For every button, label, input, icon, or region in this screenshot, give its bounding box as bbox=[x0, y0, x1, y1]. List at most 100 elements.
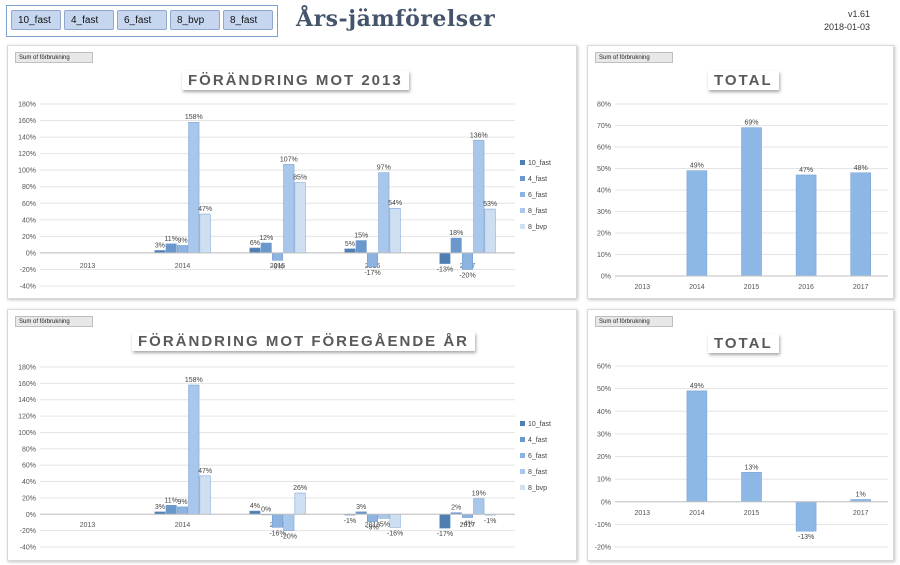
legend-swatch bbox=[520, 469, 525, 474]
bar bbox=[367, 514, 378, 522]
y-tick-label: 140% bbox=[18, 135, 36, 142]
data-label: 1% bbox=[856, 491, 866, 498]
y-tick-label: -20% bbox=[20, 267, 36, 274]
bar bbox=[850, 172, 871, 277]
bar bbox=[389, 207, 401, 254]
x-tick-label: 2013 bbox=[635, 284, 651, 291]
bar bbox=[686, 170, 708, 277]
y-tick-label: -10% bbox=[595, 522, 611, 529]
bar bbox=[344, 248, 356, 254]
y-tick-label: 30% bbox=[597, 209, 611, 216]
y-tick-label: 80% bbox=[22, 446, 36, 453]
data-label: 19% bbox=[472, 491, 486, 498]
y-tick-label: 160% bbox=[18, 381, 36, 388]
bar bbox=[439, 252, 451, 264]
x-tick-label: 2014 bbox=[689, 284, 705, 291]
slicer-item-4-fast[interactable]: 4_fast bbox=[64, 10, 114, 30]
legend-label: 10_fast bbox=[528, 160, 551, 167]
y-tick-label: 100% bbox=[18, 168, 36, 175]
chart-title: TOTAL bbox=[708, 334, 779, 353]
bar bbox=[177, 245, 188, 254]
legend-label: 8_fast bbox=[528, 469, 547, 476]
bar bbox=[188, 121, 200, 254]
field-button[interactable]: Sum of förbrukning bbox=[595, 52, 673, 63]
field-button[interactable]: Sum of förbrukning bbox=[15, 316, 93, 327]
slicer-item-8-bvp[interactable]: 8_bvp bbox=[170, 10, 220, 30]
field-button[interactable]: Sum of förbrukning bbox=[15, 52, 93, 63]
bar bbox=[283, 514, 295, 531]
data-label: 107% bbox=[280, 156, 298, 163]
bar bbox=[165, 505, 177, 515]
bar bbox=[177, 506, 188, 515]
data-label: 158% bbox=[185, 114, 203, 121]
data-label: -17% bbox=[364, 270, 380, 277]
y-tick-label: 0% bbox=[601, 499, 611, 506]
data-label: -9% bbox=[366, 525, 378, 532]
slicer-item-8-fast[interactable]: 8_fast bbox=[223, 10, 273, 30]
legend-label: 8_fast bbox=[528, 208, 547, 215]
y-tick-label: 100% bbox=[18, 430, 36, 437]
data-label: -4% bbox=[461, 521, 473, 528]
y-tick-label: 120% bbox=[18, 151, 36, 158]
y-tick-label: 0% bbox=[601, 274, 611, 281]
y-tick-label: -40% bbox=[20, 545, 36, 552]
bar bbox=[165, 243, 177, 254]
legend-label: 4_fast bbox=[528, 437, 547, 444]
y-tick-label: 180% bbox=[18, 365, 36, 372]
y-tick-label: 30% bbox=[597, 431, 611, 438]
bar bbox=[473, 140, 485, 254]
x-tick-label: 2013 bbox=[80, 263, 96, 270]
bar-chart-change-vs-previous: -40% -20% 0% 20% 40% 60% 80% 100% 120% 140% 160% 18… bbox=[18, 365, 551, 552]
y-tick-label: -40% bbox=[20, 284, 36, 291]
y-tick-label: 40% bbox=[597, 409, 611, 416]
legend-swatch bbox=[520, 176, 525, 181]
y-tick-label: 60% bbox=[597, 364, 611, 371]
bar bbox=[249, 247, 261, 254]
y-tick-label: -20% bbox=[595, 545, 611, 552]
bar bbox=[741, 472, 762, 502]
x-tick-label: 2014 bbox=[689, 510, 705, 517]
legend-swatch bbox=[520, 453, 525, 458]
slicer-item-10-fast[interactable]: 10_fast bbox=[11, 10, 61, 30]
y-tick-label: 140% bbox=[18, 397, 36, 404]
data-label: 18% bbox=[449, 230, 463, 237]
legend-swatch bbox=[520, 224, 525, 229]
y-tick-label: -20% bbox=[20, 528, 36, 535]
field-button[interactable]: Sum of förbrukning bbox=[595, 316, 673, 327]
data-label: 11% bbox=[164, 236, 178, 243]
slicer-item-6-fast[interactable]: 6_fast bbox=[117, 10, 167, 30]
data-label: -20% bbox=[459, 272, 475, 279]
x-tick-label: 2015 bbox=[744, 510, 760, 517]
version-info: v1.61 2018-01-03 bbox=[824, 8, 870, 34]
data-label: -20% bbox=[281, 534, 297, 541]
legend-label: 4_fast bbox=[528, 176, 547, 183]
bar bbox=[473, 498, 485, 515]
data-label: 54% bbox=[388, 200, 402, 207]
data-label: 85% bbox=[293, 175, 307, 182]
chart-title: FÖRÄNDRING MOT FÖREGÅENDE ÅR bbox=[132, 332, 475, 351]
chart-title: FÖRÄNDRING MOT 2013 bbox=[182, 71, 409, 90]
data-label: -16% bbox=[387, 530, 403, 537]
y-tick-label: 20% bbox=[597, 454, 611, 461]
y-tick-label: 60% bbox=[22, 201, 36, 208]
bar bbox=[795, 174, 817, 277]
legend-label: 8_bvp bbox=[528, 224, 547, 231]
version-label: v1.61 bbox=[847, 9, 870, 19]
bar bbox=[795, 501, 817, 532]
data-label: 47% bbox=[198, 468, 212, 475]
legend-label: 10_fast bbox=[528, 421, 551, 428]
bar bbox=[294, 182, 306, 254]
data-label: 9% bbox=[177, 237, 187, 244]
y-tick-label: 0% bbox=[26, 512, 36, 519]
data-label: -1% bbox=[344, 518, 356, 525]
data-label: 13% bbox=[744, 464, 758, 471]
bar-chart-change-vs-2013: -40% -20% 0% 20% 40% 60% 80% 100% 120% 140% 160% 18… bbox=[18, 102, 551, 291]
chart-title: TOTAL bbox=[708, 71, 779, 90]
bar bbox=[439, 514, 451, 529]
bar bbox=[367, 252, 378, 268]
bar bbox=[188, 384, 200, 515]
data-label: 2% bbox=[451, 505, 461, 512]
x-tick-label: 2017 bbox=[853, 284, 869, 291]
data-label: 47% bbox=[799, 167, 813, 174]
data-label: 3% bbox=[356, 504, 366, 511]
